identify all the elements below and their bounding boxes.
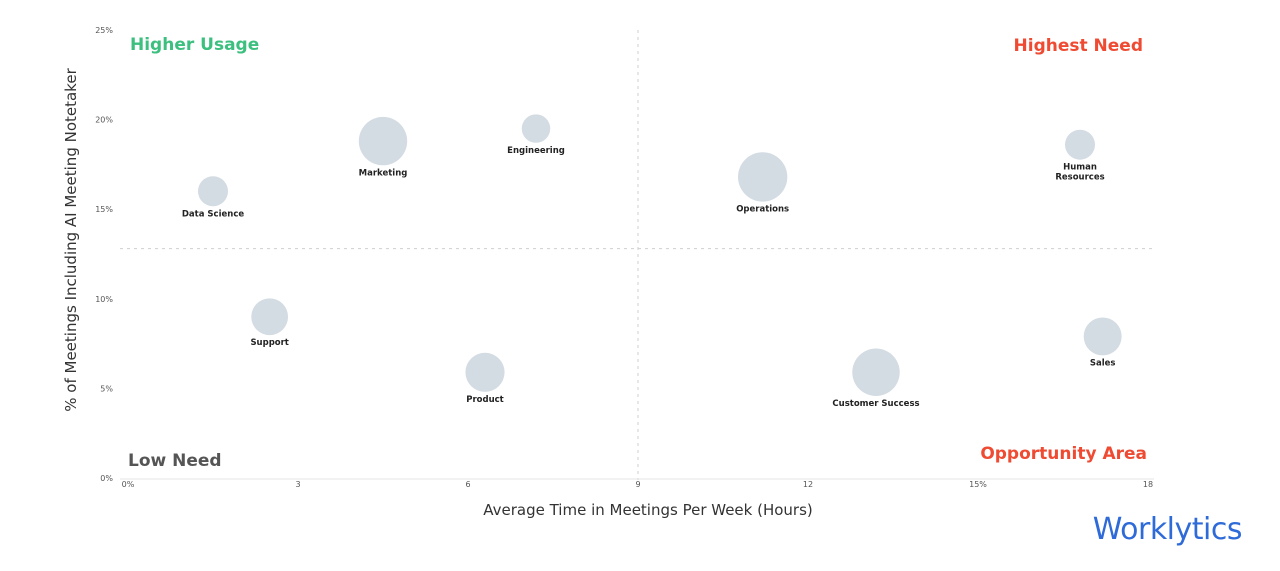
x-tick-label: 12 xyxy=(803,480,813,489)
bubble-data-science[interactable] xyxy=(198,176,228,207)
bubble-label-operations: Operations xyxy=(736,205,789,215)
bubble-support[interactable] xyxy=(251,298,289,336)
x-tick-label: 6 xyxy=(465,480,470,489)
bubble-label-marketing: Marketing xyxy=(359,168,408,178)
bubble-human-resources[interactable] xyxy=(1065,129,1095,160)
x-tick-label: 3 xyxy=(295,480,300,489)
bubble-label-human-resources: Resources xyxy=(1055,173,1104,183)
bubble-customer-success[interactable] xyxy=(852,348,900,396)
bubble-label-engineering: Engineering xyxy=(507,146,565,156)
bubble-operations[interactable] xyxy=(738,152,788,202)
bubble-label-human-resources: Human xyxy=(1063,163,1097,173)
x-tick-label: 9 xyxy=(635,480,640,489)
worklytics-logo: Worklytics xyxy=(1092,512,1243,547)
quadrant-label-low-need: Low Need xyxy=(128,451,222,471)
y-tick-label: 20% xyxy=(95,116,113,125)
y-tick-label: 15% xyxy=(95,205,113,214)
bubble-product[interactable] xyxy=(465,352,505,392)
x-tick-label: 18 xyxy=(1143,480,1153,489)
bubble-label-sales: Sales xyxy=(1090,358,1116,368)
y-axis-title: % of Meetings Including AI Meeting Notet… xyxy=(62,67,80,411)
bubble-marketing[interactable] xyxy=(358,116,408,166)
y-tick-label: 25% xyxy=(95,26,113,35)
x-tick-label: 0% xyxy=(122,480,135,489)
quadrant-label-highest-need: Highest Need xyxy=(1014,36,1143,56)
bubble-engineering[interactable] xyxy=(521,114,551,143)
quadrant-label-higher-usage: Higher Usage xyxy=(130,35,259,55)
y-tick-label: 0% xyxy=(100,474,113,483)
bubble-label-product: Product xyxy=(466,395,504,405)
x-tick-label: 15% xyxy=(969,480,987,489)
bubble-label-customer-success: Customer Success xyxy=(832,399,919,409)
bubble-label-data-science: Data Science xyxy=(182,209,244,219)
quadrant-label-opportunity-area: Opportunity Area xyxy=(980,444,1147,464)
bubble-sales[interactable] xyxy=(1083,317,1122,356)
bubble-label-support: Support xyxy=(250,338,288,348)
x-axis-title: Average Time in Meetings Per Week (Hours… xyxy=(483,501,813,519)
y-tick-label: 10% xyxy=(95,295,113,304)
y-tick-label: 5% xyxy=(100,384,113,393)
